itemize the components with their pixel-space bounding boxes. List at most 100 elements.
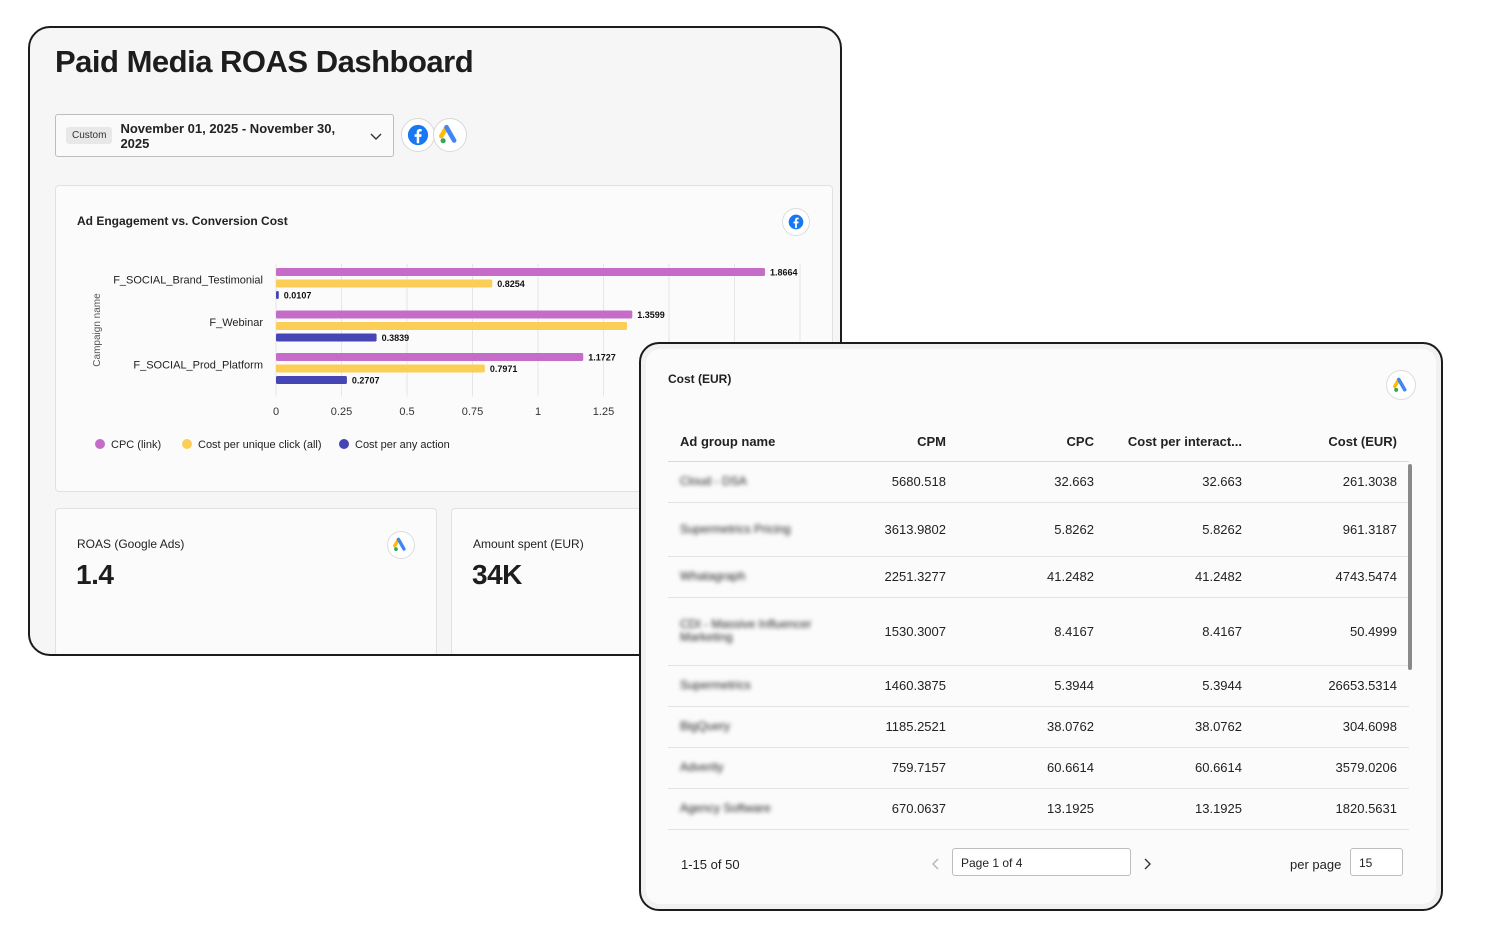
date-range-chip: Custom (66, 127, 113, 144)
bar (276, 364, 485, 373)
cost-cell: 261.3038 (1254, 461, 1409, 503)
date-range-picker[interactable]: Custom November 01, 2025 - November 30, … (55, 114, 394, 157)
bar (276, 268, 765, 276)
data-source-icons (401, 118, 467, 152)
ad-group-name-cell: BigQuery (668, 706, 834, 748)
table-row[interactable]: BigQuery 1185.2521 38.0762 38.0762 304.6098 (668, 706, 1409, 748)
kpi-card-roas: ROAS (Google Ads) 1.4 (55, 508, 437, 654)
column-header-cpm[interactable]: CPM (834, 423, 958, 462)
cost-per-interaction-cell: 8.4167 (1106, 597, 1254, 666)
cpm-cell: 2251.3277 (834, 556, 958, 598)
legend-label: Cost per unique click (all) (198, 439, 322, 451)
facebook-source-button[interactable] (401, 118, 435, 152)
cpm-cell: 759.7157 (834, 747, 958, 789)
column-header-cost[interactable]: Cost (EUR) (1254, 423, 1409, 462)
google-ads-source-button[interactable] (433, 118, 467, 152)
cost-per-interaction-cell: 13.1925 (1106, 788, 1254, 830)
column-header-cost-per-interaction[interactable]: Cost per interact... (1106, 423, 1254, 462)
facebook-icon (788, 214, 804, 230)
table-body: Cloud - DSA 5680.518 32.663 32.663 261.3038 S… (668, 461, 1409, 830)
google-ads-icon (393, 537, 406, 551)
cost-cell: 961.3187 (1254, 502, 1409, 557)
bar (276, 322, 628, 330)
x-tick-label: 0 (273, 406, 279, 418)
x-tick-label: 0.25 (331, 406, 352, 418)
legend-swatch (339, 439, 349, 449)
bar (276, 333, 377, 342)
x-tick-label: 0.5 (399, 406, 414, 418)
category-label: F_SOCIAL_Prod_Platform (133, 360, 263, 372)
chevron-down-icon (370, 133, 382, 140)
data-label: 0.7971 (490, 364, 518, 374)
legend-swatch (95, 439, 105, 449)
google-ads-icon (439, 124, 457, 144)
legend-label: Cost per any action (355, 439, 450, 451)
category-label: F_SOCIAL_Brand_Testimonial (113, 275, 263, 287)
cost-cell: 1820.5631 (1254, 788, 1409, 830)
facebook-icon (407, 124, 429, 146)
cost-per-interaction-cell: 5.3944 (1106, 665, 1254, 707)
table-source-badge[interactable] (1386, 370, 1416, 400)
cpc-cell: 13.1925 (958, 788, 1106, 830)
x-tick-label: 1.25 (593, 406, 614, 418)
prev-page-button[interactable] (928, 854, 944, 874)
cost-cell: 50.4999 (1254, 597, 1409, 666)
ad-group-name-cell: Supermetrics (668, 665, 834, 707)
table-row[interactable]: Cloud - DSA 5680.518 32.663 32.663 261.3038 (668, 461, 1409, 503)
bar (276, 279, 493, 288)
table-row[interactable]: Supermetrics 1460.3875 5.3944 5.3944 26653.5… (668, 665, 1409, 707)
data-label: 1.3599 (637, 310, 665, 320)
column-header-ad-group[interactable]: Ad group name (668, 423, 834, 462)
table-row[interactable]: Supermetrics Pricing 3613.9802 5.8262 5.826… (668, 502, 1409, 557)
x-tick-label: 0.75 (462, 406, 483, 418)
cpm-cell: 1185.2521 (834, 706, 958, 748)
next-page-button[interactable] (1139, 854, 1155, 874)
ad-group-name-cell: Whatagraph (668, 556, 834, 598)
legend-label: CPC (link) (111, 439, 161, 451)
data-label: 0.8254 (497, 279, 525, 289)
chart-source-badge[interactable] (782, 208, 810, 236)
kpi-source-badge[interactable] (387, 531, 415, 559)
kpi-value: 34K (472, 559, 522, 590)
table-panel: Cost (EUR) Ad group name CPM CPC Cost pe… (646, 349, 1436, 904)
cost-per-interaction-cell: 41.2482 (1106, 556, 1254, 598)
cost-cell: 26653.5314 (1254, 665, 1409, 707)
cpc-cell: 8.4167 (958, 597, 1106, 666)
x-tick-label: 1 (535, 406, 541, 418)
kpi-label: ROAS (Google Ads) (77, 537, 185, 551)
cpc-cell: 41.2482 (958, 556, 1106, 598)
cpc-cell: 38.0762 (958, 706, 1106, 748)
table-row[interactable]: Whatagraph 2251.3277 41.2482 41.2482 4743.54… (668, 556, 1409, 598)
table-scrollbar[interactable] (1408, 464, 1412, 670)
ad-group-name-cell: Supermetrics Pricing (668, 502, 834, 557)
table-title: Cost (EUR) (668, 372, 732, 386)
table-row[interactable]: Adverity 759.7157 60.6614 60.6614 3579.0206 (668, 747, 1409, 789)
column-header-cpc[interactable]: CPC (958, 423, 1106, 462)
cost-per-interaction-cell: 32.663 (1106, 461, 1254, 503)
cost-cell: 304.6098 (1254, 706, 1409, 748)
per-page-label: per page (1290, 857, 1342, 872)
cpm-cell: 1530.3007 (834, 597, 958, 666)
page-select[interactable]: Page 1 of 4 (952, 848, 1131, 876)
page-title: Paid Media ROAS Dashboard (55, 44, 474, 79)
cost-per-interaction-cell: 5.8262 (1106, 502, 1254, 557)
ad-group-name-cell: Adverity (668, 747, 834, 789)
y-axis-label: Campaign name (92, 293, 103, 367)
bar (276, 310, 633, 319)
cost-per-interaction-cell: 60.6614 (1106, 747, 1254, 789)
cpc-cell: 60.6614 (958, 747, 1106, 789)
cpc-cell: 5.8262 (958, 502, 1106, 557)
table-row[interactable]: Agency Software 670.0637 13.1925 13.1925 182… (668, 788, 1409, 830)
data-label: 0.2707 (352, 376, 380, 386)
chart-title: Ad Engagement vs. Conversion Cost (77, 214, 288, 228)
table-row[interactable]: CDI - Massive Influencer Marketing 1530.3… (668, 597, 1409, 666)
ad-group-name-cell: Cloud - DSA (668, 461, 834, 503)
category-label: F_Webinar (209, 317, 263, 329)
chevron-left-icon (932, 858, 939, 870)
data-label: 1.8664 (770, 268, 798, 278)
bar (276, 353, 584, 361)
cpm-cell: 3613.9802 (834, 502, 958, 557)
data-table: Ad group name CPM CPC Cost per interact.… (668, 423, 1409, 830)
per-page-input[interactable]: 15 (1350, 848, 1403, 876)
ad-group-name-cell: CDI - Massive Influencer Marketing (668, 597, 834, 666)
